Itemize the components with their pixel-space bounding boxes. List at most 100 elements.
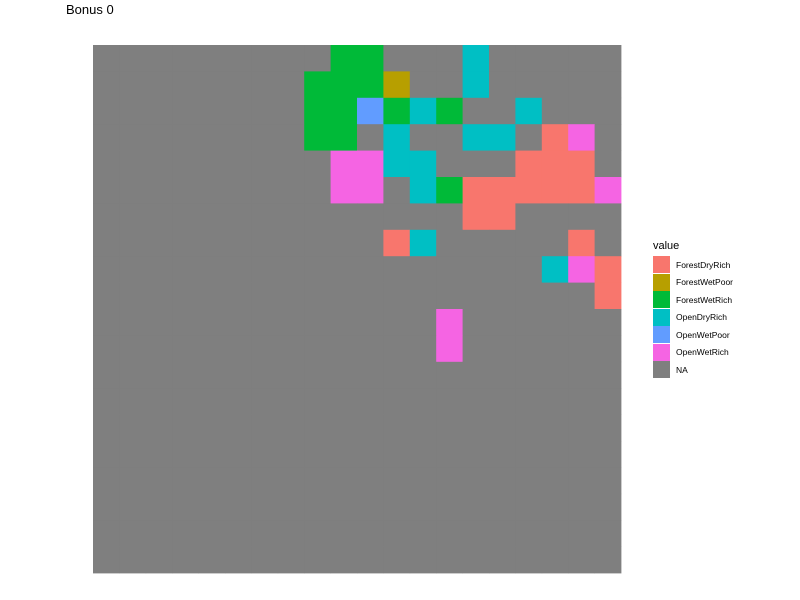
heatmap-cell	[462, 45, 490, 72]
heatmap-cell	[172, 388, 199, 415]
heatmap-cell	[357, 361, 384, 389]
heatmap-cell	[568, 388, 595, 415]
heatmap-cell	[357, 388, 384, 415]
heatmap-cell	[383, 177, 411, 204]
heatmap-cell	[225, 229, 252, 257]
heatmap-cell	[436, 71, 463, 99]
heatmap-cell	[93, 414, 120, 442]
heatmap-cell	[93, 467, 120, 495]
heatmap-cell	[304, 229, 331, 257]
heatmap-cell	[409, 520, 437, 547]
heatmap-cell	[357, 124, 384, 151]
heatmap-cell	[436, 520, 463, 547]
heatmap-cell	[357, 309, 384, 336]
heatmap-cell	[145, 229, 173, 257]
heatmap-cell	[357, 335, 384, 363]
heatmap-cell	[251, 177, 279, 204]
heatmap-cell	[172, 229, 199, 257]
heatmap-cell	[409, 45, 437, 72]
heatmap-cell	[383, 256, 411, 283]
heatmap-cell	[594, 414, 622, 442]
heatmap-cell	[251, 229, 279, 257]
heatmap-cell	[225, 309, 252, 336]
heatmap-cell	[357, 282, 384, 310]
heatmap-cell	[330, 71, 358, 99]
heatmap-cell	[277, 335, 305, 363]
heatmap-cell	[93, 177, 120, 204]
heatmap-cell	[119, 282, 147, 310]
heatmap-cell	[119, 45, 147, 72]
heatmap-cell	[462, 546, 490, 574]
legend-swatch	[653, 308, 670, 326]
heatmap-cell	[145, 520, 173, 547]
heatmap-cell	[145, 309, 173, 336]
heatmap-cell	[225, 467, 252, 495]
heatmap-cell	[330, 97, 358, 125]
heatmap-cell	[541, 467, 569, 495]
heatmap-cell	[330, 414, 358, 442]
legend-swatch	[653, 343, 670, 361]
heatmap-cell	[198, 150, 226, 178]
heatmap-cell	[145, 256, 173, 283]
legend-label: OpenDryRich	[676, 312, 728, 323]
heatmap-cell	[277, 441, 305, 468]
heatmap-cell	[277, 256, 305, 283]
heatmap-cell	[462, 150, 490, 178]
heatmap-cell	[409, 335, 437, 363]
heatmap-cell	[304, 124, 331, 151]
legend-label: NA	[676, 364, 688, 375]
heatmap-cell	[145, 414, 173, 442]
heatmap-cell	[383, 203, 411, 231]
heatmap-cell	[462, 256, 490, 283]
heatmap-cell	[409, 414, 437, 442]
heatmap-cell	[541, 203, 569, 231]
heatmap-cell	[436, 45, 463, 72]
heatmap-cell	[436, 229, 463, 257]
heatmap-cell	[357, 441, 384, 468]
heatmap-cell	[541, 124, 569, 151]
heatmap-cell	[409, 467, 437, 495]
heatmap-cell	[277, 361, 305, 389]
heatmap-cell	[277, 467, 305, 495]
heatmap-cell	[489, 493, 516, 521]
heatmap-cell	[93, 229, 120, 257]
heatmap-cell	[409, 256, 437, 283]
heatmap-cell	[225, 493, 252, 521]
heatmap-cell	[225, 97, 252, 125]
heatmap-cell	[119, 229, 147, 257]
heatmap-cell	[172, 441, 199, 468]
heatmap-cell	[119, 124, 147, 151]
heatmap-cell	[515, 45, 543, 72]
heatmap-cell	[304, 493, 331, 521]
heatmap-cell	[568, 361, 595, 389]
heatmap-cell	[93, 150, 120, 178]
heatmap-cell	[251, 282, 279, 310]
heatmap-cell	[277, 520, 305, 547]
heatmap-cell	[93, 335, 120, 363]
heatmap-cell	[225, 71, 252, 99]
heatmap-cell	[277, 177, 305, 204]
heatmap-cell	[225, 361, 252, 389]
heatmap-cell	[225, 203, 252, 231]
heatmap-cell	[330, 282, 358, 310]
heatmap-cell	[225, 124, 252, 151]
heatmap-cell	[225, 546, 252, 574]
heatmap-cell	[436, 388, 463, 415]
heatmap-cell	[93, 71, 120, 99]
heatmap-cell	[198, 441, 226, 468]
heatmap-cell	[357, 97, 384, 125]
heatmap-cell	[172, 150, 199, 178]
heatmap-cell	[568, 71, 595, 99]
heatmap-cell	[541, 335, 569, 363]
heatmap-cell	[594, 388, 622, 415]
heatmap-cell	[462, 203, 490, 231]
heatmap-cell	[93, 124, 120, 151]
heatmap-cell	[304, 45, 331, 72]
heatmap-cell	[172, 309, 199, 336]
heatmap-cell	[515, 520, 543, 547]
heatmap-cell	[515, 361, 543, 389]
heatmap-cell	[489, 71, 516, 99]
heatmap-cell	[568, 520, 595, 547]
heatmap-cell	[277, 229, 305, 257]
heatmap-cell	[304, 467, 331, 495]
